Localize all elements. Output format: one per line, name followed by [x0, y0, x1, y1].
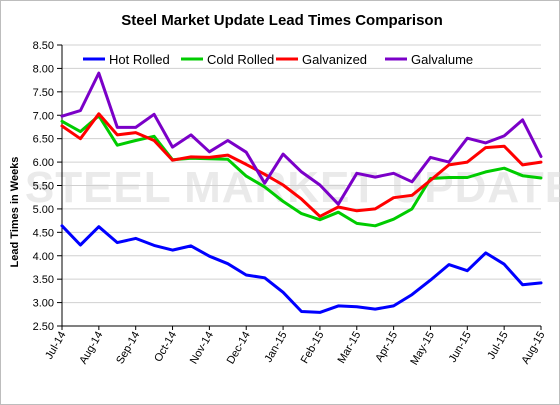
y-tick-label: 3.00	[33, 298, 54, 310]
y-tick-label: 4.00	[33, 251, 54, 263]
legend-label: Hot Rolled	[109, 52, 170, 67]
x-tick-label: Oct-14	[152, 330, 179, 365]
series-line-galvalume	[60, 71, 543, 206]
y-tick-label: 8.50	[33, 40, 54, 52]
x-tick-label: Jul-14	[43, 330, 68, 362]
x-tick-label: Mar-15	[336, 330, 364, 366]
y-tick-label: 8.00	[33, 63, 54, 75]
x-tick-label: Jan-15	[262, 330, 289, 365]
axes	[61, 45, 542, 330]
series-line-hot-rolled	[60, 224, 543, 314]
legend-label: Galvanized	[302, 52, 367, 67]
y-axis-label: Lead Times in Weeks	[9, 157, 21, 268]
series-line-cold-rolled	[60, 114, 543, 228]
legend-label: Cold Rolled	[207, 52, 274, 67]
y-tick-label: 3.50	[33, 274, 54, 286]
x-tick-label: Aug-14	[77, 330, 105, 367]
x-tick-label: Feb-15	[299, 330, 327, 366]
x-tick-label: Jun-15	[447, 330, 474, 365]
y-tick-label: 7.00	[33, 110, 54, 122]
x-tick-label: Apr-15	[373, 330, 400, 365]
y-tick-labels: 2.50 3.00 3.50 4.00 4.50 5.00 5.50 6.00 6.50 7.00…	[33, 40, 54, 333]
x-tick-label: Aug-15	[519, 330, 547, 367]
x-tick-label: May-15	[408, 330, 437, 368]
series-line-galvanized	[60, 112, 543, 218]
x-tick-labels: Jul-14 Aug-14 Sep-14 Oct-14 Nov-14 Dec-14 Jan-…	[43, 329, 547, 367]
grid-lines	[57, 44, 541, 327]
series-lines	[60, 71, 543, 314]
y-tick-label: 6.50	[33, 134, 54, 146]
legend: Hot Rolled Cold Rolled Galvanized Galvalume	[83, 52, 473, 67]
watermark-text: STEEL MARKET UPDATE	[25, 163, 560, 212]
chart-title: Steel Market Update Lead Times Compariso…	[121, 12, 442, 29]
y-tick-label: 6.00	[33, 157, 54, 169]
legend-label: Galvalume	[411, 52, 473, 67]
y-tick-label: 7.50	[33, 87, 54, 99]
y-tick-label: 4.50	[33, 227, 54, 239]
x-tick-label: Dec-14	[225, 330, 253, 367]
y-tick-label: 2.50	[33, 321, 54, 333]
y-tick-label: 5.00	[33, 204, 54, 216]
x-tick-label: Nov-14	[188, 330, 216, 367]
y-tick-label: 5.50	[33, 181, 54, 193]
x-tick-label: Jul-15	[485, 329, 510, 361]
x-tick-label: Sep-14	[114, 330, 142, 367]
